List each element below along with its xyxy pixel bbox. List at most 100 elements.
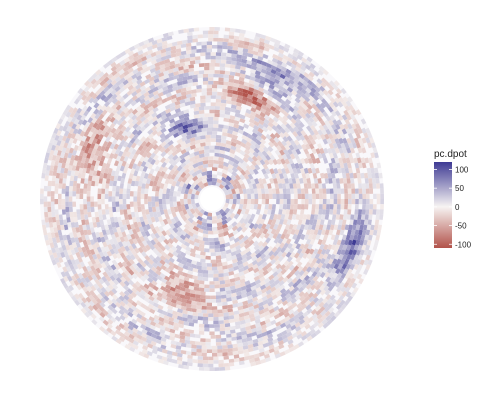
heatmap-cell bbox=[312, 275, 319, 282]
heatmap-cell bbox=[241, 55, 248, 60]
heatmap-cell bbox=[252, 92, 259, 98]
heatmap-cell bbox=[58, 234, 64, 241]
heatmap-cell bbox=[182, 128, 189, 134]
heatmap-cell bbox=[221, 341, 227, 346]
heatmap-cell bbox=[340, 142, 346, 149]
heatmap-cell bbox=[178, 66, 184, 71]
heatmap-cell bbox=[97, 204, 102, 210]
heatmap-cell bbox=[122, 284, 130, 291]
heatmap-cell bbox=[115, 252, 122, 259]
heatmap-cell bbox=[61, 188, 66, 194]
heatmap-cell bbox=[254, 248, 261, 255]
heatmap-cell bbox=[76, 277, 83, 284]
heatmap-cell bbox=[87, 274, 94, 281]
heatmap-cell bbox=[140, 89, 147, 95]
heatmap-cell bbox=[209, 109, 215, 114]
heatmap-cell bbox=[110, 316, 117, 323]
heatmap-cell bbox=[245, 255, 253, 261]
heatmap-cell bbox=[108, 112, 115, 119]
heatmap-cell bbox=[221, 176, 228, 183]
heatmap-cell bbox=[247, 53, 254, 58]
heatmap-cell bbox=[343, 162, 349, 169]
heatmap-cell bbox=[157, 88, 164, 94]
heatmap-cell bbox=[134, 233, 140, 240]
heatmap-cell bbox=[222, 305, 228, 310]
heatmap-cell bbox=[120, 119, 127, 126]
heatmap-cell bbox=[166, 188, 171, 194]
heatmap-cell bbox=[192, 275, 199, 280]
heatmap-cell bbox=[143, 172, 149, 179]
heatmap-cell bbox=[273, 112, 281, 119]
heatmap-cell bbox=[115, 94, 122, 101]
heatmap-cell bbox=[229, 278, 236, 283]
heatmap-cell bbox=[133, 201, 138, 207]
heatmap-cell bbox=[291, 148, 298, 156]
heatmap-cell bbox=[152, 271, 159, 278]
heatmap-cell bbox=[294, 70, 301, 77]
heatmap-cell bbox=[195, 202, 200, 208]
heatmap-cell bbox=[97, 282, 104, 290]
heatmap-cell bbox=[240, 69, 246, 75]
heatmap-cell bbox=[276, 92, 283, 99]
heatmap-cell bbox=[82, 239, 88, 246]
heatmap-cell bbox=[42, 162, 48, 169]
heatmap-cell bbox=[79, 251, 85, 258]
heatmap-cell bbox=[90, 133, 96, 140]
heatmap-cell bbox=[252, 47, 259, 52]
heatmap-cell bbox=[325, 276, 332, 283]
heatmap-cell bbox=[303, 234, 310, 241]
heatmap-cell bbox=[64, 120, 71, 128]
heatmap-cell bbox=[303, 157, 310, 164]
heatmap-cell bbox=[355, 123, 361, 130]
heatmap-cell bbox=[288, 79, 295, 85]
heatmap-cell bbox=[208, 313, 214, 318]
heatmap-cell bbox=[185, 303, 192, 308]
heatmap-cell bbox=[227, 344, 233, 349]
heatmap-cell bbox=[119, 165, 125, 172]
heatmap-cell bbox=[88, 300, 95, 307]
heatmap-cell bbox=[130, 100, 137, 107]
heatmap-cell bbox=[234, 280, 241, 286]
heatmap-cell bbox=[178, 29, 184, 34]
heatmap-cell bbox=[236, 294, 242, 300]
heatmap-cell bbox=[257, 127, 264, 134]
heatmap-cell bbox=[135, 87, 142, 94]
heatmap-cell bbox=[128, 54, 135, 61]
heatmap-cell bbox=[294, 321, 301, 328]
heatmap-cell bbox=[221, 52, 227, 57]
heatmap-cell bbox=[229, 199, 234, 205]
heatmap-cell bbox=[123, 209, 128, 215]
heatmap-cell bbox=[101, 162, 107, 169]
heatmap-cell bbox=[269, 223, 275, 230]
heatmap-cell bbox=[250, 324, 257, 330]
heatmap-cell bbox=[347, 282, 354, 289]
heatmap-cell bbox=[192, 158, 199, 165]
heatmap-cell bbox=[127, 80, 134, 87]
heatmap-cell bbox=[68, 121, 74, 128]
heatmap-cell bbox=[143, 235, 149, 242]
heatmap-cell bbox=[253, 223, 259, 230]
heatmap-cell bbox=[184, 213, 191, 220]
heatmap-cell bbox=[237, 346, 244, 351]
heatmap-cell bbox=[355, 199, 359, 205]
heatmap-cell bbox=[156, 295, 163, 302]
heatmap-cell bbox=[169, 222, 176, 230]
heatmap-cell bbox=[154, 159, 160, 166]
heatmap-cell bbox=[200, 258, 206, 263]
heatmap-cell bbox=[160, 298, 168, 304]
heatmap-cell bbox=[51, 247, 56, 254]
heatmap-cell bbox=[245, 325, 251, 331]
heatmap-cell bbox=[206, 216, 212, 221]
heatmap-cell bbox=[200, 95, 206, 100]
heatmap-cell bbox=[352, 249, 358, 256]
heatmap-cell bbox=[187, 199, 192, 205]
heatmap-cell bbox=[149, 243, 156, 251]
heatmap-cell bbox=[54, 247, 60, 254]
heatmap-cell bbox=[232, 262, 239, 268]
heatmap-cell bbox=[202, 363, 209, 368]
heatmap-cell bbox=[311, 157, 317, 164]
heatmap-cell bbox=[240, 250, 247, 256]
heatmap-cell bbox=[90, 285, 97, 292]
heatmap-cell bbox=[157, 308, 164, 314]
heatmap-cell bbox=[185, 130, 192, 136]
